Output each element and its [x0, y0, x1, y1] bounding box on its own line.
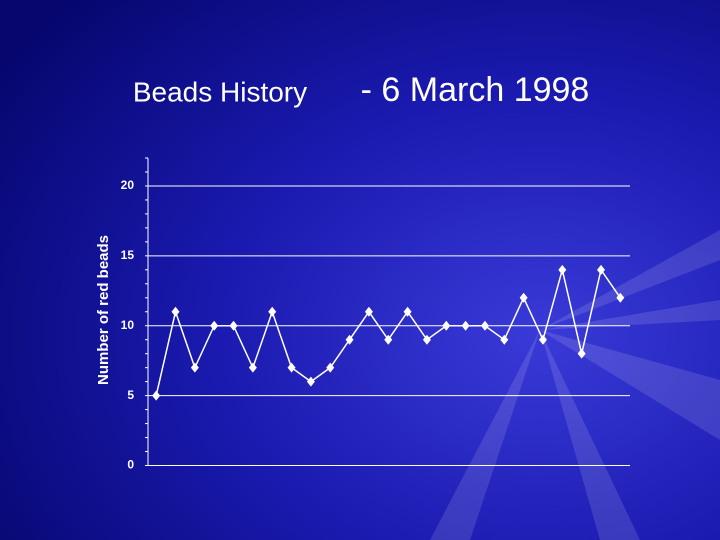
y-tick-label: 0 [127, 458, 134, 472]
marker [190, 362, 199, 373]
marker [287, 362, 296, 373]
marker [442, 320, 451, 331]
marker [538, 334, 547, 345]
marker [596, 264, 605, 275]
marker [403, 306, 412, 317]
chart-title: Beads History [133, 76, 307, 107]
marker [480, 320, 489, 331]
marker [326, 362, 335, 373]
marker [229, 320, 238, 331]
marker [519, 292, 528, 303]
y-tick-label: 5 [127, 388, 134, 402]
chart-title: - 6 March 1998 [361, 71, 590, 109]
marker [384, 334, 393, 345]
marker [171, 306, 180, 317]
marker [364, 306, 373, 317]
marker [152, 390, 161, 401]
marker [248, 362, 257, 373]
y-tick-label: 20 [121, 178, 135, 192]
marker [306, 376, 315, 387]
y-tick-label: 10 [121, 318, 135, 332]
marker [616, 292, 625, 303]
marker [558, 264, 567, 275]
marker [461, 320, 470, 331]
marker [500, 334, 509, 345]
y-axis-label: Number of red beads [95, 235, 112, 385]
marker [210, 320, 219, 331]
marker [268, 306, 277, 317]
marker [422, 334, 431, 345]
background-rays [430, 230, 720, 540]
y-tick-label: 15 [121, 248, 135, 262]
marker [577, 348, 586, 359]
marker [345, 334, 354, 345]
